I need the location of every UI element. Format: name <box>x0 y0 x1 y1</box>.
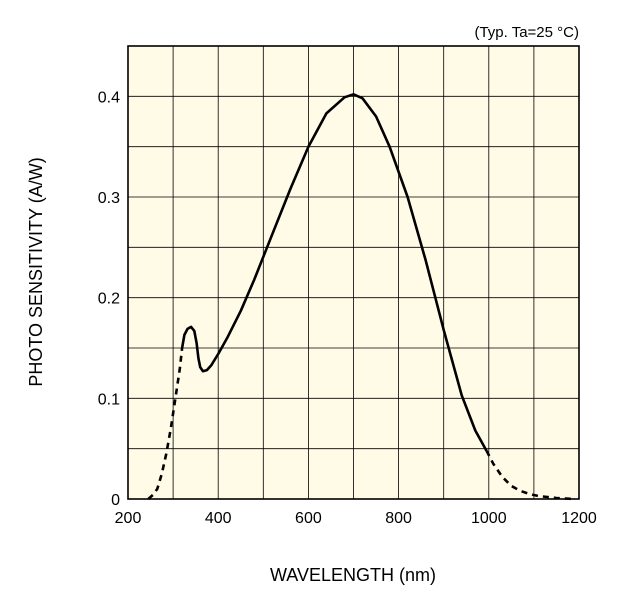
plot-frame <box>127 45 580 500</box>
x-tick-label: 1000 <box>471 510 507 527</box>
series-line-1-dashed <box>147 347 184 500</box>
x-axis-label: WAVELENGTH (nm) <box>270 565 436 585</box>
y-axis-label: PHOTO SENSITIVITY (A/W) <box>26 157 46 386</box>
x-tick-label: 200 <box>115 510 142 527</box>
x-tick-label: 600 <box>295 510 322 527</box>
x-tick-label: 800 <box>385 510 412 527</box>
y-tick-label: 0.1 <box>98 391 120 408</box>
y-tick-label: 0 <box>111 492 120 509</box>
y-tick-label: 0.3 <box>98 190 120 207</box>
x-tick-label: 400 <box>205 510 232 527</box>
y-tick-label: 0.2 <box>98 291 120 308</box>
condition-annotation: (Typ. Ta=25 °C) <box>474 24 579 41</box>
x-tick-label: 1200 <box>561 510 597 527</box>
x-axis-ticks: 200 400 600 800 1000 1200 <box>115 510 597 527</box>
y-axis-ticks: 0 0.1 0.2 0.3 0.4 <box>98 89 120 509</box>
y-tick-label: 0.4 <box>98 89 120 106</box>
series-layer <box>147 93 575 501</box>
series-line-3-dashed <box>485 450 575 501</box>
grid-lines <box>128 46 579 499</box>
series-line-2-solid <box>180 93 488 452</box>
